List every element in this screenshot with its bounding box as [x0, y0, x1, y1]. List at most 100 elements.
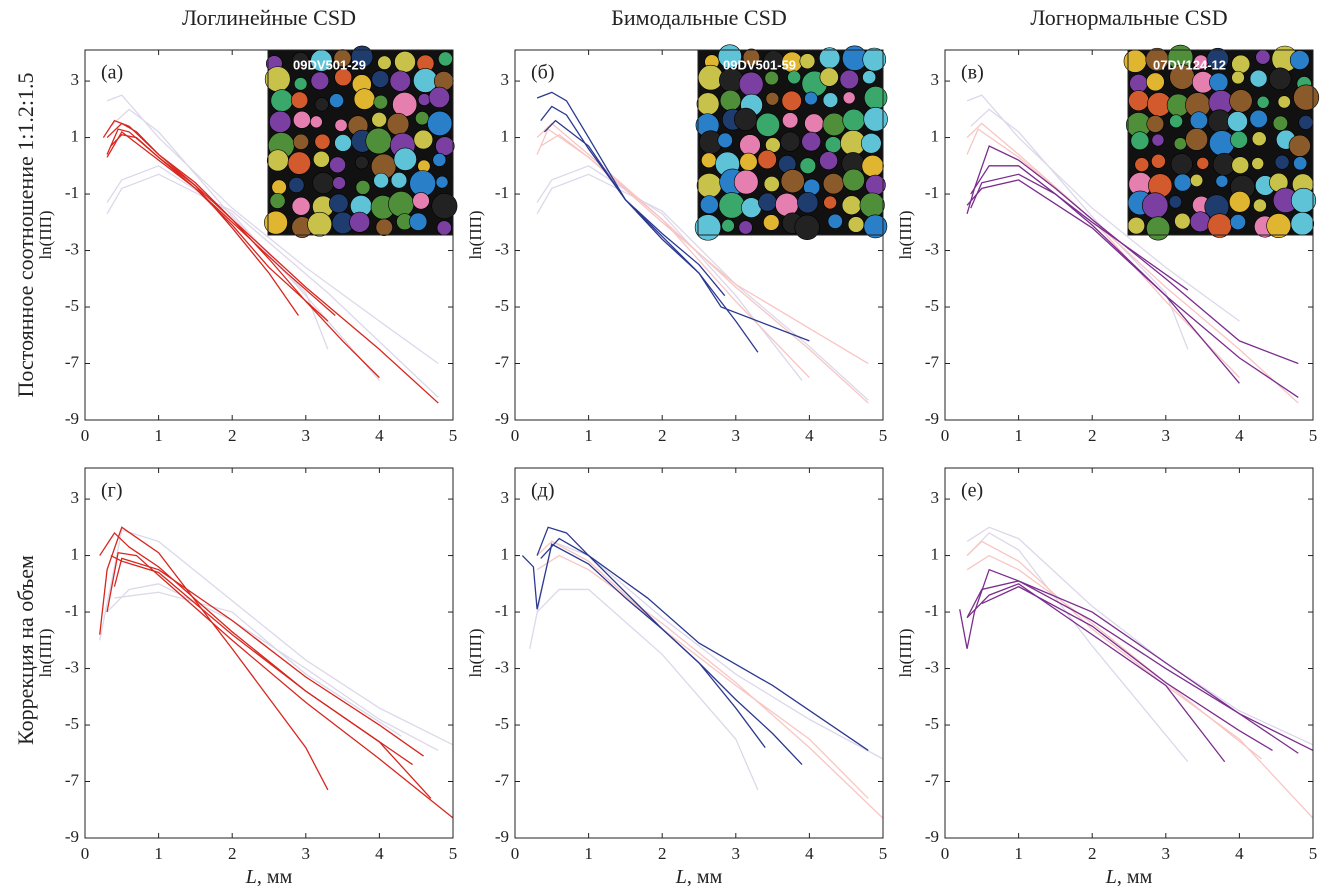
y-tick-label: -5	[495, 714, 509, 733]
x-tick-label: 3	[732, 426, 741, 445]
plot-frame	[944, 467, 1314, 839]
inset-image	[264, 45, 458, 238]
lines	[521, 526, 883, 819]
series-line	[99, 526, 329, 791]
y-tick-label: 1	[501, 126, 510, 145]
x-tick-label: 4	[375, 844, 384, 863]
x-tick-label: 0	[81, 426, 90, 445]
panel: -9 -7 -5 -3 -1 1 3 0 1 2 3 4 5 ln(ПП) L, мм (д)	[466, 467, 888, 888]
inset-label: 09DV501-59	[723, 57, 796, 72]
y-tick-label: -3	[925, 239, 939, 258]
series-line	[114, 591, 402, 737]
panel: Логнормальные CSD -9 -7 -5 -3 -1 1 3 0 1 2 3 4 5 ln(ПП…	[896, 5, 1320, 445]
series-line	[966, 145, 1299, 365]
y-tick-label: -5	[925, 714, 939, 733]
x-tick-label: 1	[154, 844, 163, 863]
y-tick-label: -1	[65, 183, 79, 202]
x-tick-label: 3	[732, 844, 741, 863]
series-line	[106, 128, 380, 379]
x-tick-label: 0	[511, 426, 520, 445]
y-tick-label: -5	[65, 714, 79, 733]
lines	[966, 94, 1299, 404]
series-line	[106, 551, 453, 819]
x-tick-label: 4	[375, 426, 384, 445]
series-line	[99, 529, 453, 746]
panel-label: (г)	[101, 480, 123, 502]
x-tick-label: 1	[584, 426, 593, 445]
plot-frame	[514, 467, 884, 839]
x-axis-label: L, мм	[675, 866, 723, 888]
series-line	[966, 583, 1226, 763]
x-tick-label: 5	[449, 844, 458, 863]
series-line	[966, 532, 1189, 763]
x-tick-label: 2	[658, 426, 667, 445]
series-line	[536, 128, 810, 379]
inset-image	[694, 44, 888, 241]
y-tick-label: 3	[71, 70, 80, 89]
panel-title: Логнормальные CSD	[1030, 5, 1227, 30]
lines	[99, 526, 453, 819]
series-line	[959, 568, 1299, 754]
lines	[959, 526, 1313, 819]
plot-frame	[944, 49, 1314, 421]
y-axis-label: ln(ПП)	[896, 628, 915, 677]
x-tick-label: 3	[302, 426, 311, 445]
series-line	[970, 165, 1189, 291]
panel: Бимодальные CSD -9 -7 -5 -3 -1 1 3 0 1 2 3 4 5 ln(ПП) 0…	[466, 5, 888, 445]
x-tick-label: 5	[449, 426, 458, 445]
y-axis-label: ln(ПП)	[36, 210, 55, 259]
y-tick-label: -5	[495, 296, 509, 315]
y-tick-label: -9	[65, 409, 79, 428]
series-line	[540, 537, 766, 749]
y-tick-label: -7	[925, 770, 940, 789]
series-line	[99, 531, 432, 799]
x-tick-label: 3	[1162, 844, 1171, 863]
series-line	[966, 179, 1299, 398]
x-tick-label: 2	[228, 426, 237, 445]
y-tick-label: -1	[495, 183, 509, 202]
x-axis-label-part: , мм	[1117, 866, 1153, 888]
series-line	[110, 108, 329, 350]
series-line	[543, 119, 759, 353]
y-tick-label: 3	[501, 488, 510, 507]
x-tick-label: 2	[1088, 426, 1097, 445]
y-tick-label: -9	[925, 409, 939, 428]
x-tick-label: 3	[1162, 426, 1171, 445]
inset-label: 07DV124-12	[1153, 57, 1226, 72]
panel-label: (б)	[531, 62, 555, 84]
series-line	[966, 526, 1313, 746]
plot-frame	[84, 467, 454, 839]
x-tick-label: 4	[1235, 426, 1244, 445]
inset-label: 09DV501-29	[293, 57, 366, 72]
x-tick-label: 2	[658, 844, 667, 863]
x-tick-label: 0	[941, 426, 950, 445]
series-line	[536, 540, 869, 799]
panel-label: (д)	[531, 480, 555, 502]
x-tick-label: 2	[1088, 844, 1097, 863]
panel-label: (е)	[961, 480, 983, 502]
panel: Логлинейные CSD -9 -7 -5 -3 -1 1 3 0 1 2 3 4 5 ln(ПП) 0…	[36, 5, 458, 445]
series-line	[536, 526, 869, 751]
series-line	[536, 173, 869, 401]
x-tick-label: 1	[1014, 844, 1023, 863]
x-tick-label: 5	[879, 426, 888, 445]
panel-title: Логлинейные CSD	[182, 5, 356, 30]
series-line	[106, 173, 439, 398]
series-line	[106, 583, 439, 752]
x-tick-label: 1	[584, 844, 593, 863]
y-tick-label: -1	[65, 601, 79, 620]
y-tick-label: -3	[495, 239, 509, 258]
y-tick-label: -7	[65, 352, 80, 371]
panel: -9 -7 -5 -3 -1 1 3 0 1 2 3 4 5 ln(ПП) L, мм (г)	[36, 467, 458, 888]
plot-frame	[514, 49, 884, 421]
y-tick-label: 3	[501, 70, 510, 89]
x-axis-label-part: , мм	[687, 866, 723, 888]
y-tick-label: -7	[495, 770, 510, 789]
x-tick-label: 5	[879, 844, 888, 863]
panel-title: Бимодальные CSD	[611, 5, 786, 30]
x-tick-label: 4	[805, 844, 814, 863]
x-axis-label-part: L	[245, 866, 257, 888]
x-tick-label: 4	[1235, 844, 1244, 863]
series-line	[102, 119, 299, 316]
